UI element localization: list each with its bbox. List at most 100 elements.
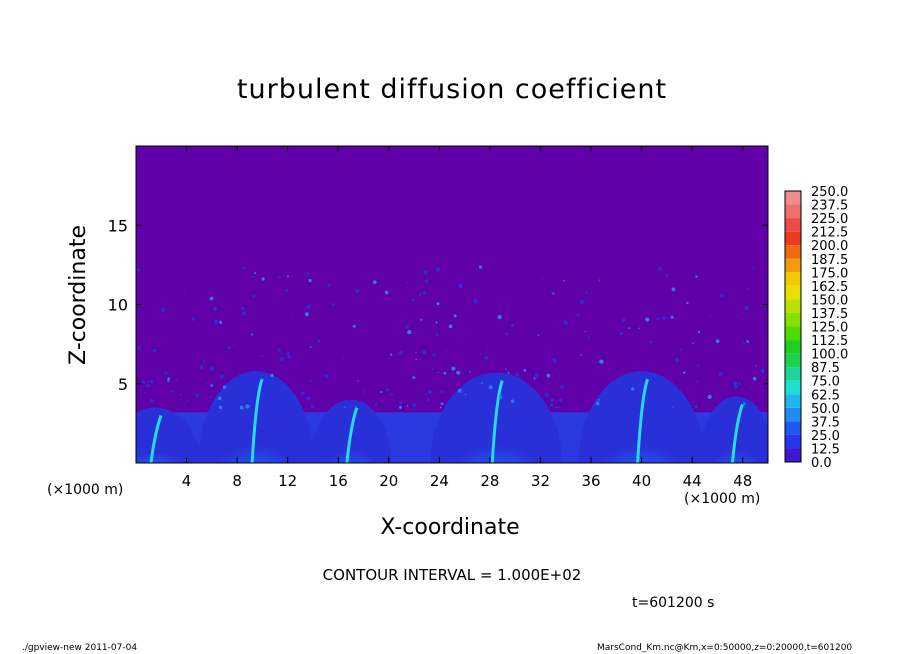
eddy bbox=[279, 356, 285, 362]
eddy bbox=[697, 330, 701, 334]
y-axis: 5 10 15 bbox=[108, 216, 768, 394]
eddy bbox=[245, 404, 250, 409]
eddy bbox=[526, 403, 529, 405]
colorbar-label: 37.5 bbox=[811, 415, 840, 430]
eddy bbox=[180, 393, 182, 396]
colorbar-swatch bbox=[785, 394, 801, 408]
eddy bbox=[670, 315, 674, 319]
eddy bbox=[588, 336, 591, 339]
eddy bbox=[423, 270, 428, 275]
eddy bbox=[746, 340, 750, 343]
eddy bbox=[186, 400, 189, 402]
eddy bbox=[656, 317, 660, 321]
eddy bbox=[199, 365, 204, 370]
eddy bbox=[665, 274, 669, 277]
eddy bbox=[322, 395, 324, 397]
updraft-core bbox=[250, 378, 264, 463]
eddy bbox=[310, 404, 315, 409]
x-tick-label: 4 bbox=[182, 472, 192, 490]
eddy bbox=[552, 292, 555, 295]
x-axis-unit-right: (×1000 m) bbox=[684, 491, 761, 507]
eddy bbox=[507, 372, 510, 375]
eddy bbox=[161, 308, 166, 313]
eddy bbox=[464, 393, 467, 396]
colorbar-swatch bbox=[785, 326, 801, 341]
eddy bbox=[306, 304, 311, 309]
colorbar-label: 187.5 bbox=[811, 253, 848, 268]
eddy bbox=[634, 405, 638, 409]
eddy bbox=[213, 307, 218, 312]
updraft-core bbox=[149, 415, 163, 463]
eddy bbox=[649, 340, 653, 344]
eddy bbox=[707, 394, 712, 399]
colorbar-swatch bbox=[785, 272, 801, 286]
eddy bbox=[657, 266, 662, 271]
eddy bbox=[214, 319, 219, 324]
eddy bbox=[709, 316, 712, 318]
eddy bbox=[691, 342, 694, 345]
eddy bbox=[406, 281, 409, 284]
eddy bbox=[550, 291, 553, 294]
eddy bbox=[584, 330, 586, 333]
updraft-core bbox=[490, 380, 504, 463]
eddy bbox=[488, 385, 493, 390]
x-axis-label: X-coordinate bbox=[380, 515, 520, 540]
eddy bbox=[399, 401, 403, 405]
eddy bbox=[749, 387, 752, 390]
plot-area bbox=[135, 145, 769, 464]
eddy bbox=[412, 376, 416, 380]
eddy bbox=[645, 317, 650, 322]
eddy bbox=[206, 382, 208, 385]
eddy bbox=[642, 372, 644, 374]
y-tick-label: 5 bbox=[118, 375, 128, 394]
eddy bbox=[209, 396, 213, 399]
eddy bbox=[309, 346, 312, 348]
eddy bbox=[270, 373, 274, 378]
eddy bbox=[251, 333, 254, 336]
eddy bbox=[309, 379, 312, 382]
colorbar-label: 100.0 bbox=[811, 348, 848, 363]
eddy bbox=[374, 403, 378, 406]
eddy bbox=[662, 316, 666, 320]
eddy bbox=[164, 371, 168, 375]
eddy bbox=[427, 390, 432, 394]
eddy bbox=[733, 381, 738, 386]
colorbar-label: 150.0 bbox=[811, 293, 848, 308]
eddy bbox=[529, 403, 532, 406]
eddy bbox=[541, 277, 544, 280]
x-tick-label: 12 bbox=[278, 472, 297, 490]
eddy bbox=[735, 315, 738, 318]
eddy bbox=[638, 327, 640, 330]
eddy bbox=[354, 406, 358, 409]
eddy bbox=[405, 324, 409, 329]
colorbar-swatch bbox=[785, 285, 801, 300]
footer-right: MarsCond_Km.nc@Km,x=0:50000,z=0:20000,t=… bbox=[597, 643, 853, 653]
eddy bbox=[474, 387, 477, 391]
eddy bbox=[691, 401, 694, 403]
eddy bbox=[304, 312, 309, 317]
eddy bbox=[222, 385, 227, 389]
colorbar-label: 137.5 bbox=[811, 307, 848, 322]
colorbar-swatch bbox=[785, 258, 801, 273]
eddy bbox=[520, 375, 523, 378]
eddy bbox=[295, 363, 297, 366]
eddy bbox=[342, 358, 344, 360]
updraft-core bbox=[345, 407, 359, 463]
eddy bbox=[422, 291, 426, 295]
eddy bbox=[141, 380, 146, 384]
eddy bbox=[679, 348, 683, 351]
colorbar-label: 237.5 bbox=[811, 199, 848, 214]
eddy bbox=[287, 355, 291, 359]
eddy bbox=[254, 272, 257, 275]
eddy bbox=[306, 396, 311, 401]
eddy bbox=[735, 406, 738, 409]
eddy bbox=[515, 372, 519, 377]
eddy bbox=[497, 315, 502, 320]
eddy bbox=[327, 283, 331, 287]
eddy bbox=[384, 290, 389, 295]
eddy bbox=[217, 396, 222, 401]
eddy bbox=[344, 406, 346, 408]
colorbar-label: 125.0 bbox=[811, 321, 848, 336]
eddy bbox=[555, 406, 558, 409]
